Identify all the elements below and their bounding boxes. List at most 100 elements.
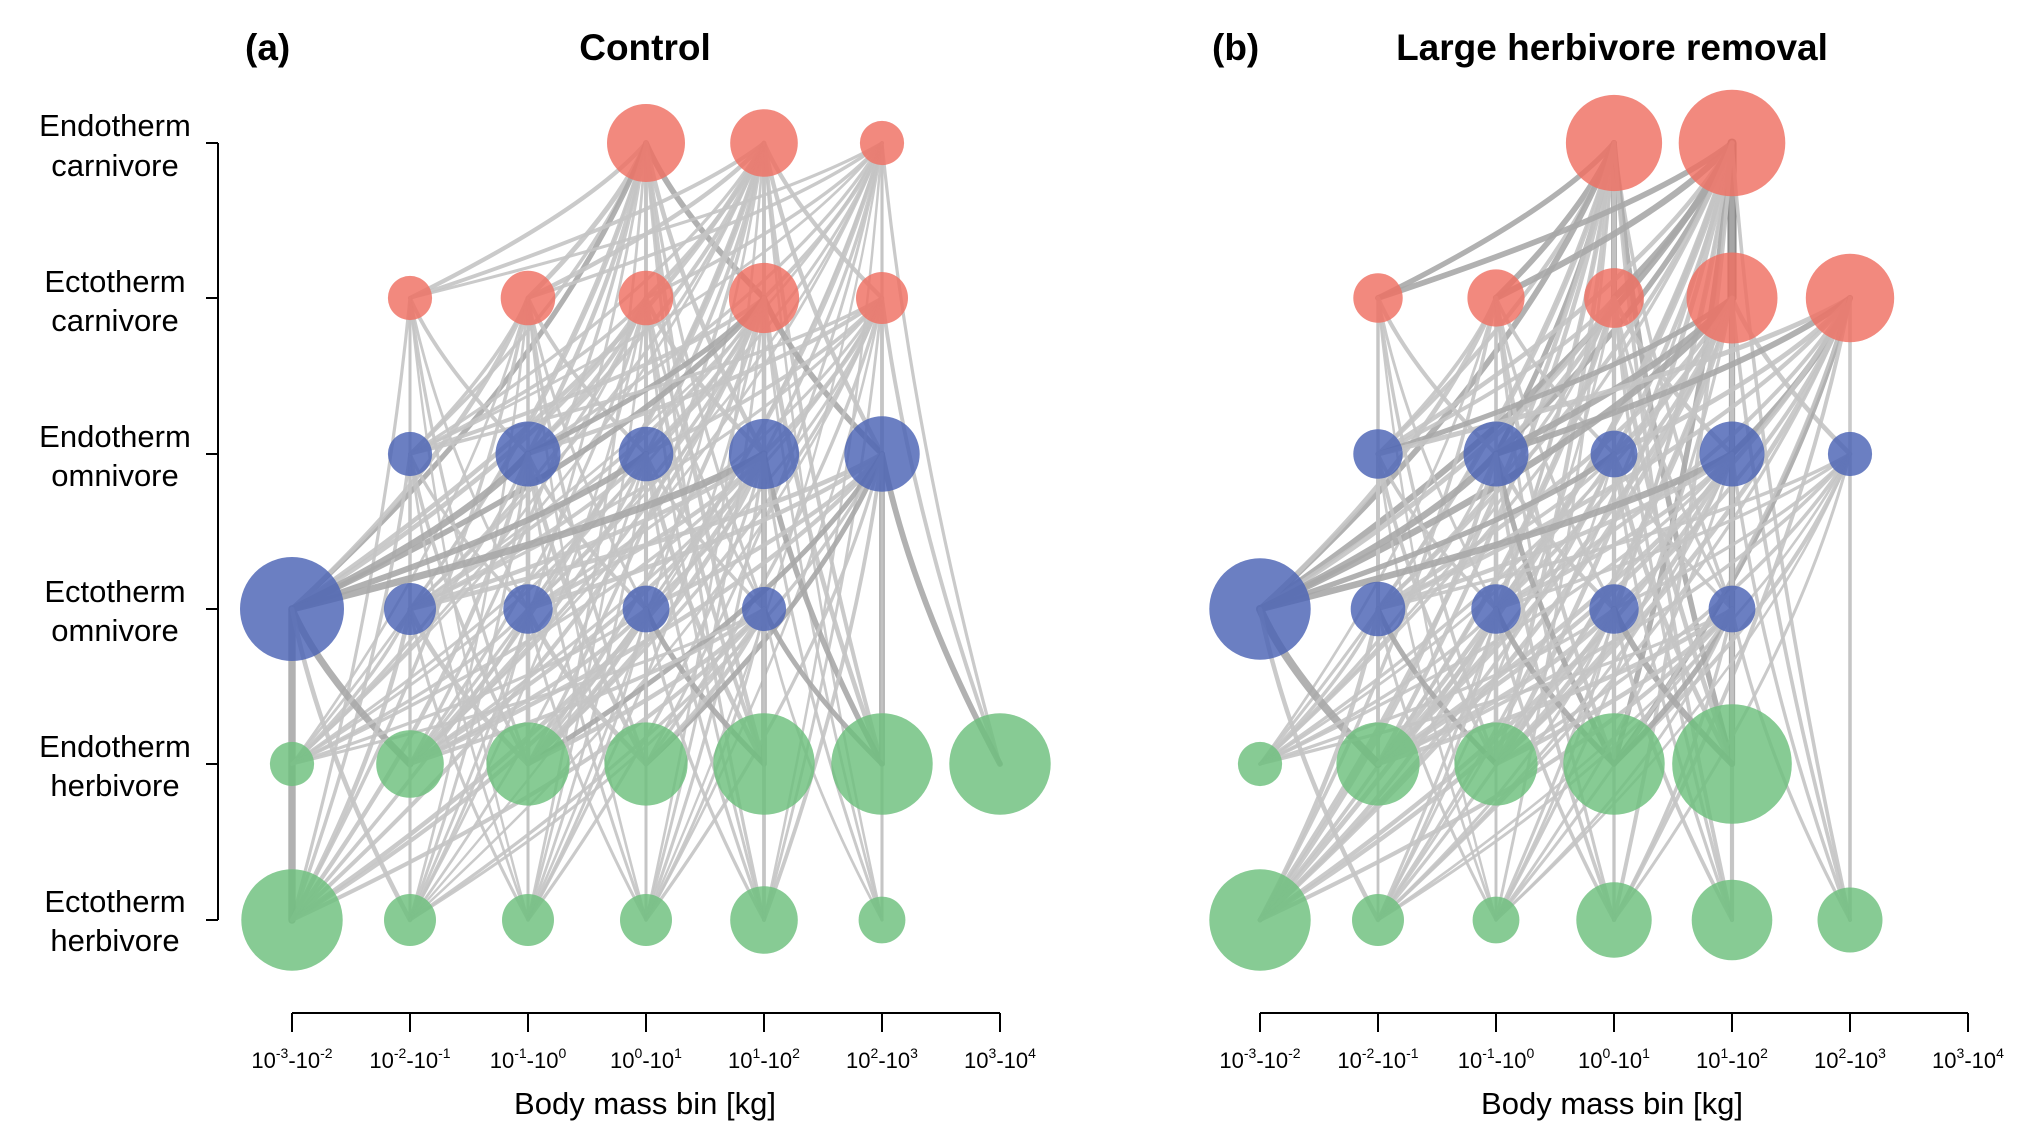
food-link	[1376, 452, 1498, 766]
food-link	[289, 451, 649, 612]
panel-a-title: Control	[579, 27, 711, 68]
node-ectotherm-herbivore-bin-4	[730, 886, 798, 954]
x-tick-label: 102-103	[1814, 1045, 1886, 1073]
y-axis	[206, 142, 219, 921]
x-tick-label: 10-1-100	[490, 1045, 567, 1073]
food-link	[525, 295, 885, 457]
ylabel-ectotherm-carnivore-2: carnivore	[51, 303, 179, 338]
node-ectotherm-omnivore-bin-2	[503, 584, 553, 634]
node-endotherm-omnivore-bin-1	[387, 431, 433, 477]
food-link	[407, 451, 885, 612]
node-endotherm-herbivore-bin-0	[269, 741, 315, 787]
node-ectotherm-carnivore-bin-3	[618, 270, 674, 326]
food-link	[1257, 140, 1617, 612]
ylabel-ectotherm-carnivore-1: Ectotherm	[44, 264, 185, 299]
food-link	[644, 296, 766, 922]
node-ectotherm-herbivore-bin-2	[1472, 896, 1520, 944]
food-link	[290, 452, 766, 766]
food-link	[1256, 450, 1736, 613]
node-ectotherm-omnivore-bin-4	[741, 586, 787, 632]
food-link	[408, 607, 530, 922]
food-link	[526, 296, 648, 922]
ylabel-ectotherm-herbivore-2: herbivore	[50, 923, 179, 958]
panel-a-label: (a)	[245, 27, 290, 68]
food-link	[408, 296, 884, 611]
food-link	[1375, 451, 1735, 612]
node-ectotherm-carnivore-bin-4	[1686, 252, 1778, 344]
food-link	[408, 296, 884, 456]
food-link	[408, 452, 884, 922]
node-ectotherm-omnivore-bin-3	[622, 585, 670, 633]
node-endotherm-herbivore-bin-3	[604, 722, 688, 806]
node-endotherm-omnivore-bin-2	[495, 421, 561, 487]
food-link	[525, 451, 767, 767]
ylabel-ectotherm-omnivore-1: Ectotherm	[44, 574, 185, 609]
node-endotherm-omnivore-bin-5	[1827, 431, 1873, 477]
node-ectotherm-carnivore-bin-5	[1805, 253, 1895, 343]
ylabel-endotherm-omnivore-1: Endotherm	[39, 419, 191, 454]
food-link	[1612, 452, 1852, 922]
x-tick-label: 10-3-10-2	[251, 1045, 332, 1073]
node-ectotherm-herbivore-bin-5	[1817, 887, 1883, 953]
food-link	[1256, 139, 1736, 613]
food-link	[1257, 451, 1617, 612]
node-endotherm-omnivore-bin-1	[1353, 429, 1403, 479]
food-link	[1376, 607, 1498, 922]
node-ectotherm-carnivore-bin-2	[500, 270, 556, 326]
food-link	[525, 451, 649, 767]
food-link	[408, 296, 530, 922]
node-ectotherm-herbivore-bin-0	[1209, 869, 1311, 971]
food-link	[408, 452, 530, 766]
node-endotherm-carnivore-bin-5	[859, 120, 905, 166]
food-link	[289, 606, 767, 923]
node-endotherm-herbivore-bin-1	[1336, 722, 1420, 806]
food-link	[290, 607, 648, 766]
ylabel-ectotherm-omnivore-2: omnivore	[51, 613, 179, 648]
food-link	[1376, 296, 1498, 611]
food-link	[408, 607, 766, 766]
food-link	[1376, 452, 1616, 611]
ylabel-endotherm-herbivore-2: herbivore	[50, 768, 179, 803]
node-endotherm-omnivore-bin-3	[618, 426, 674, 482]
node-ectotherm-herbivore-bin-5	[858, 896, 906, 944]
panel-b-xlabel: Body mass bin [kg]	[1481, 1086, 1743, 1121]
food-link	[289, 295, 531, 612]
food-link	[1376, 452, 1852, 922]
panel-a-nodes	[240, 104, 1051, 971]
food-link	[880, 141, 1002, 766]
x-tick-label: 10-2-10-1	[1337, 1045, 1418, 1073]
food-link	[1375, 606, 1735, 767]
food-link	[1258, 607, 1616, 766]
node-ectotherm-herbivore-bin-3	[620, 894, 672, 946]
x-tick-label: 101-102	[1696, 1045, 1768, 1073]
panel-a-xlabel: Body mass bin [kg]	[514, 1086, 776, 1121]
food-link	[408, 607, 530, 922]
food-link	[1494, 141, 1616, 922]
food-link	[289, 295, 767, 612]
food-link	[762, 452, 884, 922]
node-endotherm-herbivore-bin-4	[1672, 704, 1792, 824]
ylabel-ectotherm-herbivore-1: Ectotherm	[44, 884, 185, 919]
node-ectotherm-carnivore-bin-2	[1467, 269, 1525, 327]
node-endotherm-omnivore-bin-4	[728, 418, 800, 490]
food-link	[880, 296, 1002, 766]
ylabel-endotherm-carnivore-2: carnivore	[51, 148, 179, 183]
node-ectotherm-omnivore-bin-1	[1350, 581, 1406, 637]
food-link	[408, 141, 766, 300]
food-link	[1258, 452, 1734, 766]
food-link	[1257, 140, 1617, 923]
food-link	[644, 141, 884, 300]
ylabel-endotherm-herbivore-1: Endotherm	[39, 729, 191, 764]
x-tick-label: 100-101	[610, 1045, 682, 1073]
food-link	[1376, 452, 1852, 611]
node-endotherm-omnivore-bin-2	[1463, 421, 1529, 487]
node-endotherm-omnivore-bin-5	[844, 416, 920, 492]
node-ectotherm-herbivore-bin-3	[1576, 882, 1652, 958]
food-link	[1258, 452, 1498, 766]
x-tick-label: 101-102	[728, 1045, 800, 1073]
x-tick-label: 10-3-10-2	[1219, 1045, 1300, 1073]
node-endotherm-omnivore-bin-3	[1590, 430, 1638, 478]
panel-b-label: (b)	[1212, 27, 1259, 68]
node-ectotherm-carnivore-bin-1	[1353, 273, 1403, 323]
node-ectotherm-herbivore-bin-2	[502, 894, 554, 946]
